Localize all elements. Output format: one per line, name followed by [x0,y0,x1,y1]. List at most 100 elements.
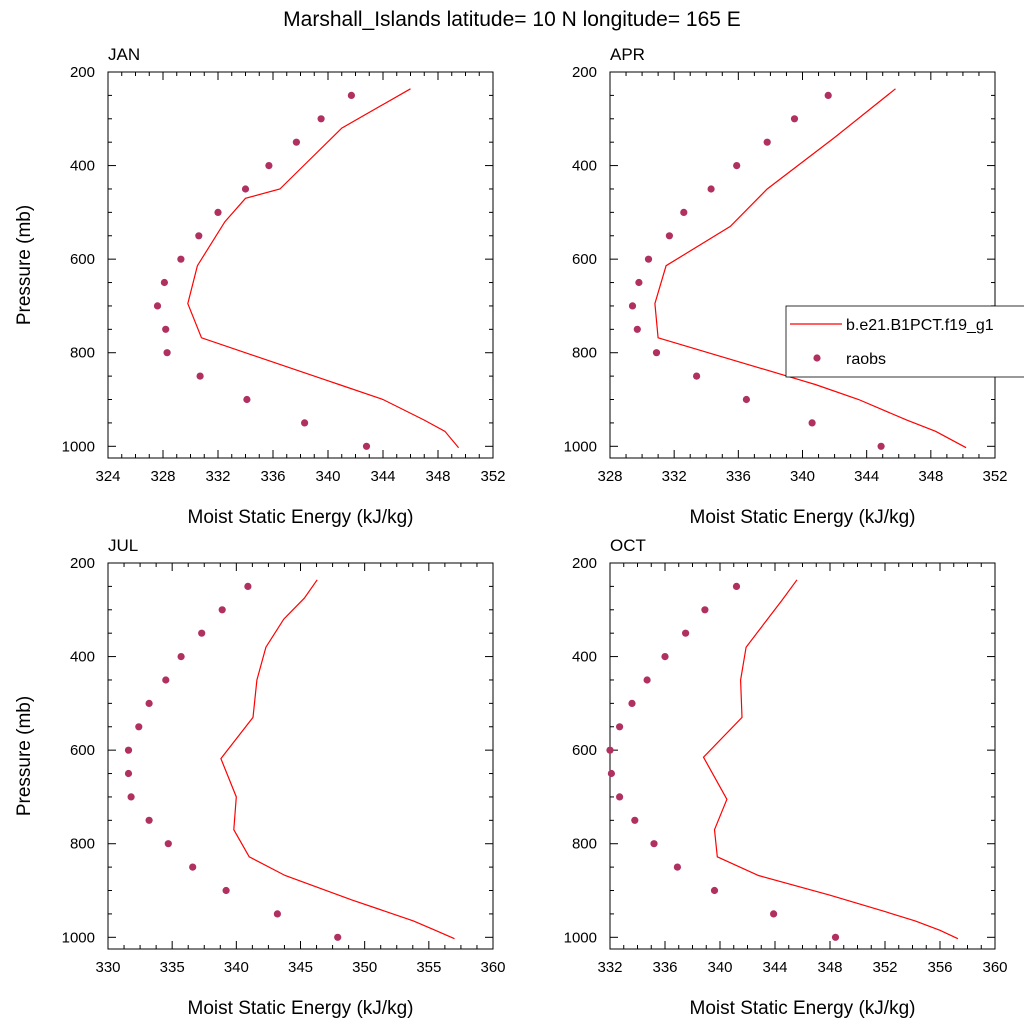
raobs-point [362,442,371,450]
legend-marker-symbol [813,354,821,362]
x-tick-label: 336 [726,468,751,485]
x-axis-label: Moist Static Energy (kJ/kg) [690,998,916,1019]
panel-jul: JUL 330 335 340 345 350 355 360 200 400 600 800 1000… [14,536,506,1019]
raobs-point [244,582,252,591]
raobs-point [162,676,170,684]
raobs-point [607,769,616,778]
raobs-point [824,91,832,99]
raobs-point [633,325,641,333]
x-tick-label: 332 [597,959,622,976]
y-tick-label: 400 [572,649,597,666]
x-tick-label: 352 [480,468,505,485]
raobs-point [334,933,342,941]
raobs-point [153,302,162,310]
raobs-point [127,793,135,801]
raobs-point [631,816,639,824]
series-line-model [220,579,455,940]
raobs-point [189,863,197,871]
main-title: Marshall_Islands latitude= 10 N longitud… [283,8,741,31]
x-axis-label: Moist Static Energy (kJ/kg) [188,998,414,1019]
y-tick-label: 600 [70,251,95,268]
raobs-point [196,372,204,380]
raobs-point [214,208,222,216]
raobs-point [301,419,309,427]
panel-title: JUL [108,536,138,555]
panels: JAN 324 328 332 336 340 344 348 352 200 400 600 800 1… [14,45,1008,1019]
raobs-point [652,349,661,357]
raobs-point [770,910,778,918]
plot-frame [107,562,494,950]
x-tick-label: 330 [95,959,120,976]
legend-box [785,305,1024,378]
y-tick-label: 400 [70,158,95,175]
x-tick-label: 344 [370,468,395,485]
raobs-point [124,769,133,778]
y-tick-label: 800 [70,345,95,362]
raobs-point [135,723,143,731]
raobs-point [665,232,674,240]
raobs-point [222,886,230,895]
plot-frame [107,71,494,459]
panel-title: APR [610,45,645,64]
x-tick-label: 344 [762,959,787,976]
raobs-point [628,699,636,708]
x-tick-label: 348 [425,468,450,485]
y-tick-label: 800 [70,836,95,853]
raobs-point [606,746,614,754]
raobs-point [616,723,624,731]
x-tick-label: 360 [982,959,1007,976]
raobs-point [635,278,643,287]
legend-label-raobs: raobs [846,351,886,368]
raobs-point [164,840,172,848]
x-tick-label: 348 [918,468,943,485]
raobs-point [831,933,840,941]
x-tick-label: 328 [150,468,175,485]
y-tick-label: 800 [572,836,597,853]
x-tick-label: 355 [416,959,441,976]
x-tick-label: 350 [352,959,377,976]
plot-frame [609,562,996,950]
series-line-model [187,88,460,449]
x-tick-label: 344 [854,468,879,485]
x-tick-label: 336 [652,959,677,976]
raobs-point [661,653,669,661]
raobs-point [218,606,226,614]
raobs-point [163,349,171,357]
x-tick-label: 352 [982,468,1007,485]
y-tick-label: 1000 [62,929,95,946]
y-tick-label: 1000 [62,438,95,455]
raobs-point [742,395,751,404]
raobs-point [241,185,250,193]
y-tick-label: 600 [572,742,597,759]
x-tick-label: 336 [260,468,285,485]
raobs-point [790,115,799,123]
raobs-point [710,886,719,895]
raobs-point [877,442,885,450]
raobs-point [195,232,203,240]
raobs-point [763,138,771,146]
series-line-model [654,88,967,449]
x-tick-label: 324 [95,468,120,485]
x-axis-label: Moist Static Energy (kJ/kg) [690,507,916,528]
y-tick-label: 400 [70,649,95,666]
x-tick-label: 360 [480,959,505,976]
panel-oct: OCT 332 336 340 344 348 352 356 360 200 400 600 800 1… [564,536,1008,1019]
y-axis-label: Pressure (mb) [14,696,35,816]
y-tick-label: 800 [572,345,597,362]
raobs-point [680,208,688,216]
x-tick-label: 340 [315,468,340,485]
raobs-point [347,91,355,99]
raobs-point [317,115,325,123]
x-tick-label: 328 [597,468,622,485]
panel-jan: JAN 324 328 332 336 340 344 348 352 200 400 600 800 1… [14,45,506,528]
y-tick-label: 200 [572,555,597,572]
raobs-point [616,793,624,801]
y-tick-label: 200 [70,64,95,81]
raobs-point [628,302,637,310]
x-tick-label: 352 [872,959,897,976]
raobs-point [273,910,281,918]
raobs-point [265,162,273,170]
raobs-point [243,395,251,404]
raobs-point [124,746,133,754]
